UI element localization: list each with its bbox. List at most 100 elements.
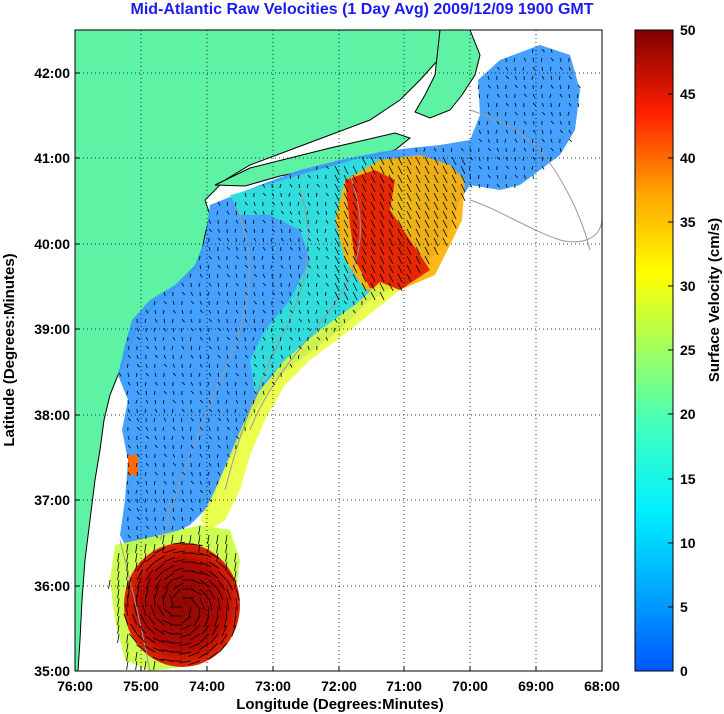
velocity-arrow <box>253 264 257 269</box>
velocity-arrow <box>513 120 516 125</box>
velocity-arrow <box>325 300 328 305</box>
velocity-arrow <box>136 577 142 590</box>
velocity-arrow <box>298 282 302 287</box>
velocity-arrow <box>131 613 138 626</box>
velocity-arrow <box>361 210 367 220</box>
velocity-arrow <box>163 408 166 413</box>
velocity-arrow <box>352 291 358 301</box>
velocity-arrow <box>271 318 275 323</box>
velocity-arrow <box>126 390 129 395</box>
velocity-arrow <box>523 111 526 116</box>
velocity-arrow <box>244 309 247 314</box>
velocity-arrow <box>163 363 168 368</box>
velocity-arrow <box>478 183 481 188</box>
velocity-arrow <box>235 255 240 260</box>
velocity-arrow <box>234 381 237 386</box>
velocity-arrow <box>188 606 192 619</box>
velocity-arrow <box>145 426 149 431</box>
velocity-arrow <box>198 534 201 544</box>
velocity-arrow <box>252 399 255 404</box>
velocity-arrow <box>415 246 421 256</box>
velocity-arrow <box>127 408 131 413</box>
velocity-arrow <box>244 291 248 296</box>
velocity-arrow <box>523 147 527 152</box>
velocity-arrow <box>370 246 376 256</box>
velocity-arrow <box>298 309 302 314</box>
velocity-arrow <box>154 578 162 590</box>
colorbar-tick-label: 50 <box>680 22 696 38</box>
velocity-arrow <box>505 120 508 125</box>
velocity-arrow <box>253 228 256 233</box>
velocity-arrow <box>334 318 338 323</box>
velocity-arrow <box>513 147 516 152</box>
velocity-arrow <box>388 174 394 184</box>
velocity-arrow <box>193 615 201 627</box>
velocity-arrow <box>271 309 274 314</box>
long-island-land <box>214 132 412 187</box>
velocity-arrow <box>127 444 131 449</box>
velocity-arrow <box>217 471 221 476</box>
velocity-arrow <box>144 552 147 562</box>
velocity-arrow <box>316 300 320 305</box>
velocity-arrow <box>379 291 385 301</box>
velocity-arrow <box>144 318 147 323</box>
x-tick-label: 73:00 <box>255 678 291 694</box>
velocity-arrow <box>442 237 448 247</box>
velocity-arrow <box>379 156 385 166</box>
velocity-arrow <box>306 210 309 215</box>
velocity-arrow <box>253 408 256 413</box>
velocity-arrow <box>234 408 237 413</box>
velocity-arrow <box>271 381 276 386</box>
velocity-arrow <box>397 210 403 220</box>
velocity-arrow <box>126 552 129 562</box>
velocity-arrow <box>163 318 166 323</box>
velocity-arrow <box>541 75 545 80</box>
velocity-arrow <box>127 525 130 530</box>
velocity-arrow <box>576 93 579 98</box>
velocity-arrow <box>135 660 138 670</box>
velocity-arrow <box>442 165 448 175</box>
velocity-arrow <box>216 534 219 544</box>
velocity-arrow <box>352 282 358 292</box>
velocity-arrow <box>172 300 175 305</box>
velocity-arrow <box>154 570 164 581</box>
velocity-arrow <box>190 390 195 395</box>
velocity-arrow <box>145 462 149 467</box>
x-axis-label: Longitude (Degrees:Minutes) <box>236 696 444 713</box>
velocity-arrow <box>199 489 204 494</box>
velocity-arrow <box>172 516 176 521</box>
velocity-arrow <box>190 408 193 413</box>
velocity-arrow <box>262 300 265 305</box>
velocity-arrow <box>136 453 140 458</box>
velocity-arrow <box>162 309 165 314</box>
velocity-arrow <box>379 219 385 229</box>
velocity-arrow <box>361 228 367 238</box>
velocity-arrow <box>343 210 349 220</box>
velocity-arrow <box>379 174 385 184</box>
velocity-arrow <box>325 273 328 278</box>
velocity-arrow <box>298 273 301 278</box>
velocity-arrow <box>117 570 120 580</box>
velocity-arrow <box>153 300 156 305</box>
velocity-arrow <box>235 210 238 215</box>
colorbar: 0 5 10 15 20 25 30 35 40 45 50 Surface V… <box>634 22 723 679</box>
velocity-arrow <box>163 381 166 386</box>
velocity-arrow <box>397 282 403 292</box>
velocity-arrow <box>208 309 212 314</box>
velocity-arrow <box>280 318 283 323</box>
velocity-arrow <box>235 426 239 431</box>
velocity-arrow <box>235 372 239 377</box>
velocity-arrow <box>226 390 230 395</box>
velocity-arrow <box>325 183 328 188</box>
velocity-arrow <box>280 237 284 242</box>
velocity-arrow <box>406 192 412 202</box>
velocity-arrow <box>217 264 221 269</box>
velocity-arrow <box>424 255 430 265</box>
velocity-arrow <box>180 444 183 449</box>
velocity-arrow <box>136 381 139 386</box>
velocity-arrow <box>406 237 412 247</box>
velocity-arrow <box>226 291 229 296</box>
velocity-arrow <box>343 228 349 238</box>
velocity-arrow <box>559 93 563 98</box>
velocity-arrow <box>379 228 385 238</box>
